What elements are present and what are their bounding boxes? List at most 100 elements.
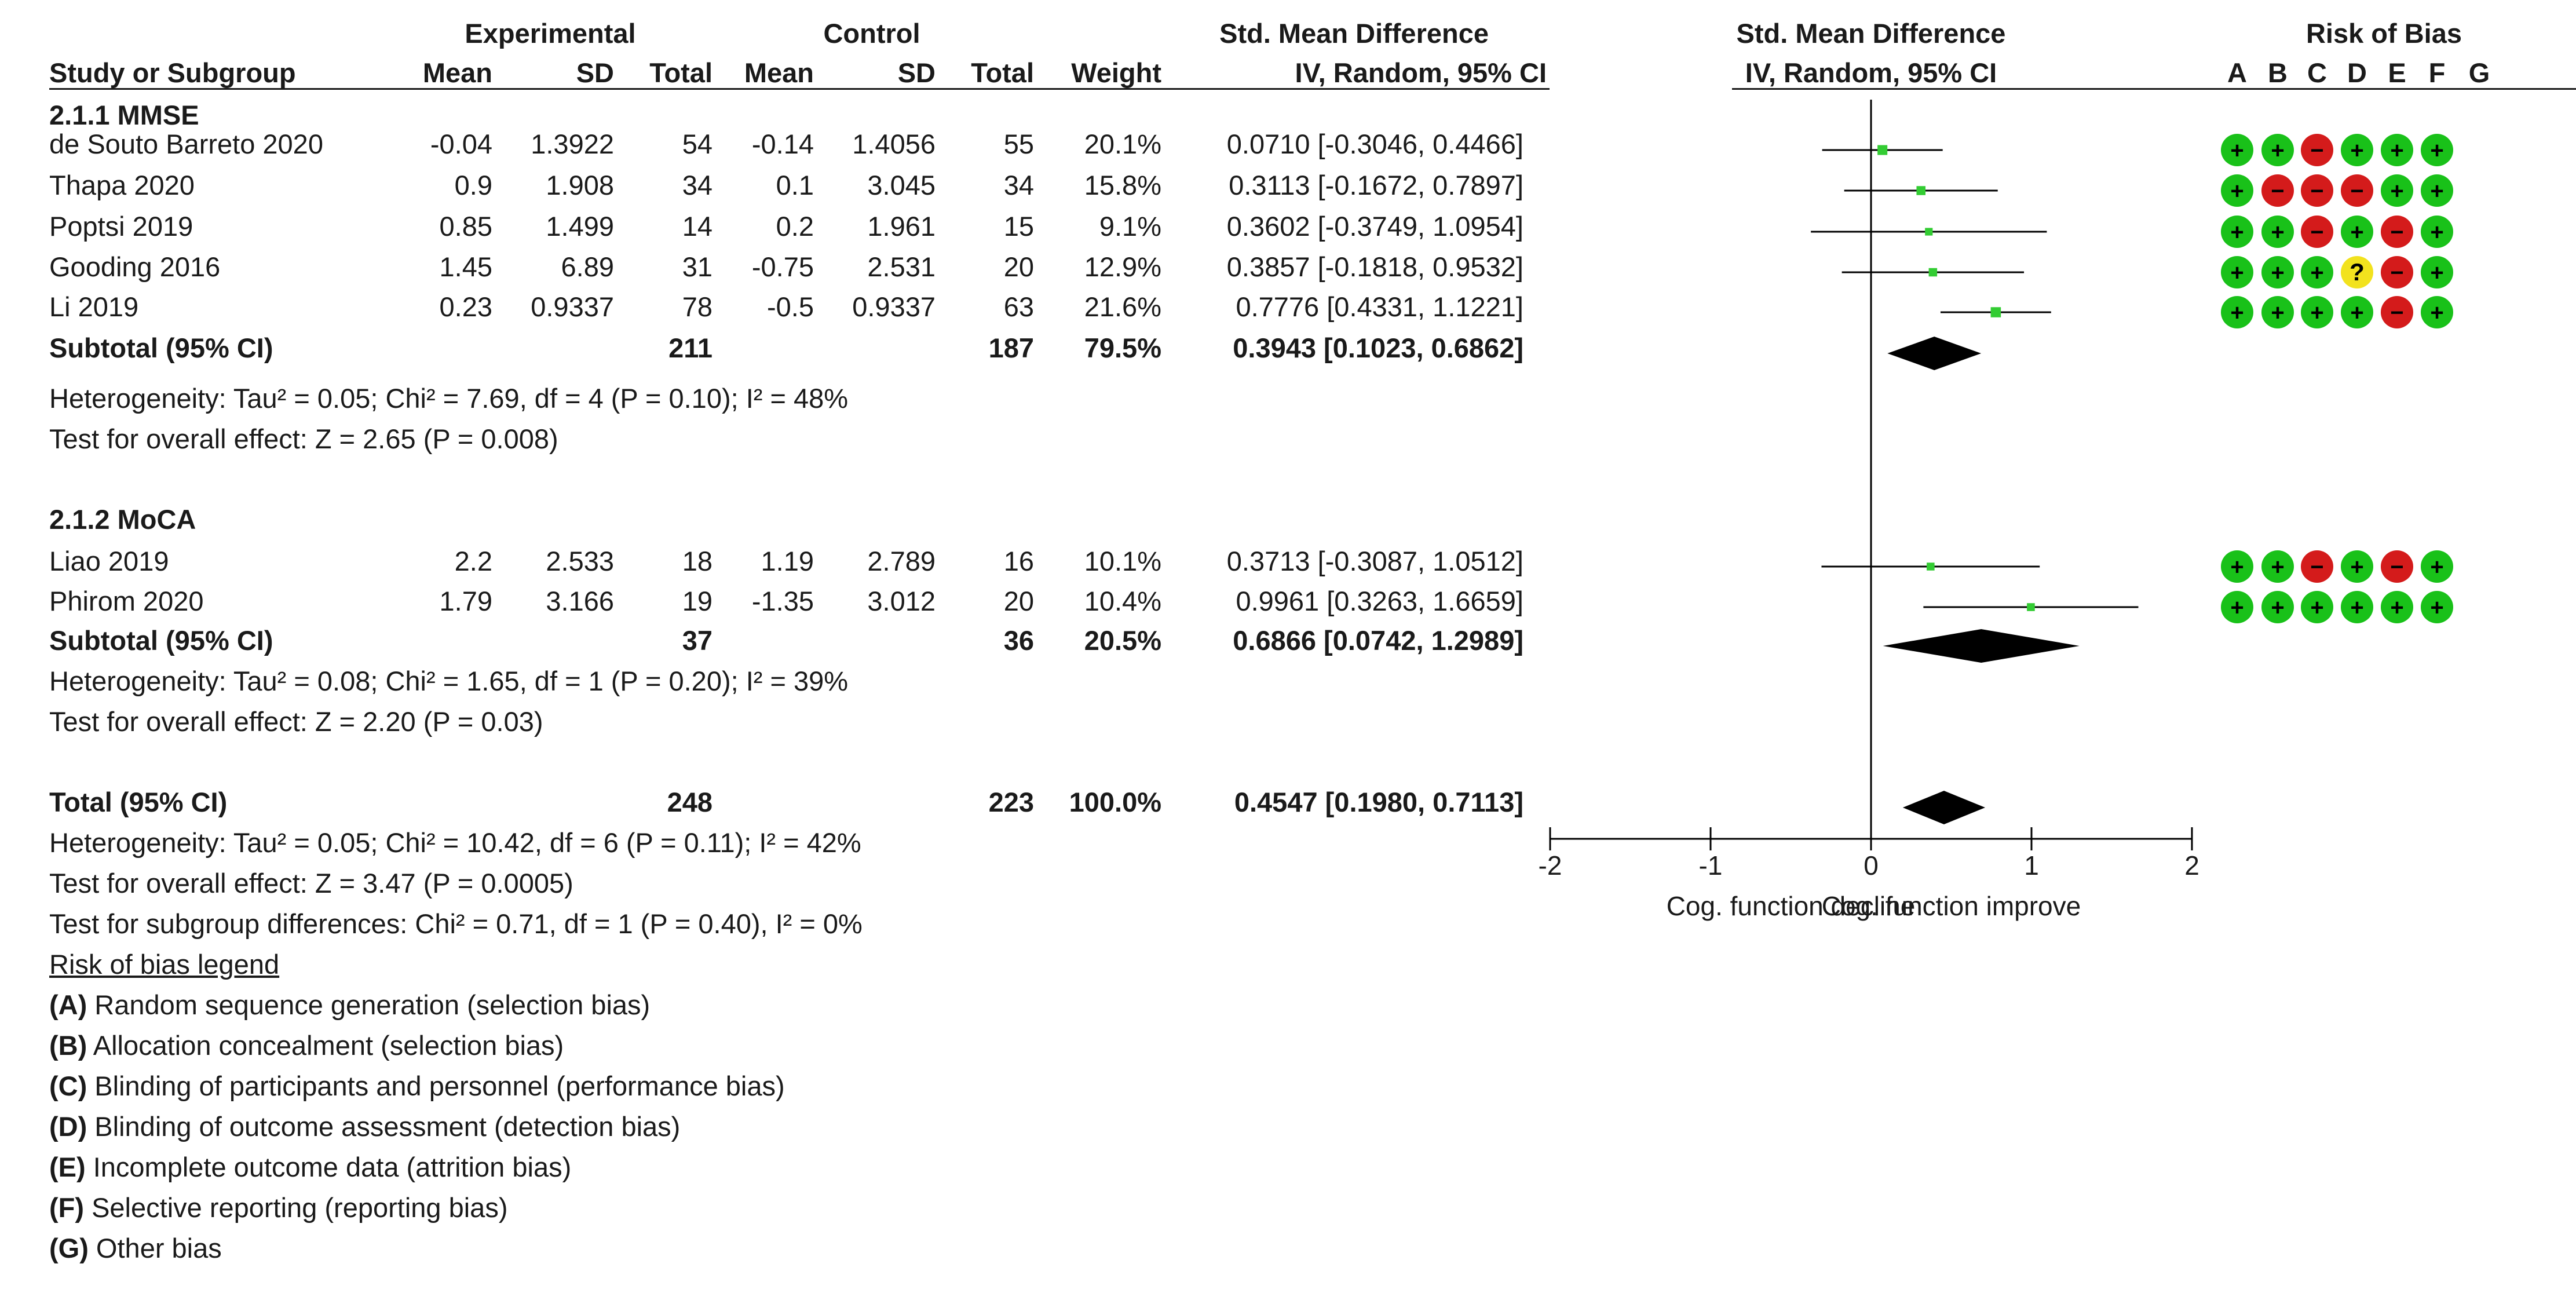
legend-key: (E) — [49, 1152, 86, 1182]
exp-sd-header: SD — [576, 57, 614, 88]
legend-item: (B) Allocation concealment (selection bi… — [49, 1029, 564, 1062]
rob-circle — [2221, 550, 2253, 583]
plot-title: Std. Mean Difference — [1736, 18, 2006, 49]
rob-symbol: + — [2430, 300, 2443, 326]
ctl-mean-value: -0.75 — [751, 251, 814, 282]
rob-symbol: + — [2230, 260, 2244, 286]
ctl-mean-value: -1.35 — [751, 586, 814, 616]
rob-circle — [2381, 216, 2413, 248]
smd-ci-header: IV, Random, 95% CI — [1295, 57, 1547, 88]
heterogeneity-total: Heterogeneity: Tau² = 0.05; Chi² = 10.42… — [49, 827, 861, 858]
legend-key: (C) — [49, 1071, 87, 1101]
effect-square — [1925, 228, 1933, 236]
rob-symbol: + — [2390, 178, 2403, 204]
subtotal-ctl-n: 36 — [1003, 625, 1034, 656]
total-exp-n: 248 — [667, 787, 712, 817]
rob-symbol: − — [2390, 260, 2403, 286]
weight-value: 21.6% — [1084, 291, 1161, 322]
weight-value: 10.4% — [1084, 586, 1161, 616]
rob-circle — [2221, 591, 2253, 623]
rob-symbol: − — [2390, 300, 2403, 326]
header-rule-right — [1732, 88, 2576, 90]
subtotal-weight: 79.5% — [1084, 333, 1161, 363]
smd-ci-value: 0.3857 [-0.1818, 0.9532] — [1226, 251, 1523, 282]
effect-square — [1927, 563, 1935, 571]
rob-symbol: + — [2230, 220, 2244, 245]
study-name: Thapa 2020 — [49, 170, 195, 200]
study-name: Gooding 2016 — [49, 251, 221, 282]
x-tick-label: -1 — [1699, 850, 1723, 881]
exp-total-value: 78 — [682, 291, 712, 322]
ctl-total-value: 34 — [1003, 170, 1034, 200]
pooled-diamond — [1902, 791, 1986, 824]
study-name: Li 2019 — [49, 291, 139, 322]
overall-effect-moca: Test for overall effect: Z = 2.20 (P = 0… — [49, 706, 543, 737]
effect-square — [1877, 145, 1888, 155]
ctl-mean-value: -0.14 — [751, 129, 814, 159]
legend-item: (C) Blinding of participants and personn… — [49, 1070, 785, 1102]
rob-circle — [2341, 591, 2373, 623]
exp-mean-value: 0.23 — [439, 291, 492, 322]
exp-total-value: 18 — [682, 546, 712, 576]
study-name: Poptsi 2019 — [49, 211, 193, 242]
rob-letter: E — [2388, 57, 2406, 88]
subtotal-ci: 0.3943 [0.1023, 0.6862] — [1233, 333, 1523, 363]
legend-item: (D) Blinding of outcome assessment (dete… — [49, 1111, 680, 1143]
exp-total-value: 14 — [682, 211, 712, 242]
total-weight: 100.0% — [1069, 787, 1161, 817]
rob-circle — [2341, 174, 2373, 207]
rob-symbol: + — [2430, 138, 2443, 163]
legend-title: Risk of bias legend — [49, 949, 280, 980]
exp-sd-value: 3.166 — [546, 586, 614, 616]
rob-symbol: + — [2230, 300, 2244, 326]
overall-effect-mmse: Test for overall effect: Z = 2.65 (P = 0… — [49, 423, 558, 454]
ctl-sd-value: 2.789 — [867, 546, 936, 576]
rob-symbol: + — [2310, 260, 2323, 286]
ctl-sd-value: 3.012 — [867, 586, 936, 616]
study-name: de Souto Barreto 2020 — [49, 129, 323, 159]
rob-circle — [2421, 591, 2453, 623]
rob-symbol: + — [2230, 554, 2244, 580]
rob-symbol: − — [2271, 178, 2284, 204]
legend-key: (D) — [49, 1111, 87, 1142]
rob-circle — [2421, 256, 2453, 288]
rob-symbol: + — [2350, 220, 2363, 245]
exp-total-value: 19 — [682, 586, 712, 616]
subtotal-exp-n: 37 — [682, 625, 712, 656]
x-tick-label: 1 — [2024, 850, 2039, 881]
rob-symbol: + — [2390, 138, 2403, 163]
subtotal-label: Subtotal (95% CI) — [49, 625, 273, 656]
rob-circle — [2421, 550, 2453, 583]
x-tick-label: 2 — [2184, 850, 2199, 881]
legend-text: Other bias — [88, 1233, 222, 1263]
rob-circle — [2421, 174, 2453, 207]
rob-symbol: + — [2350, 595, 2363, 620]
rob-circle — [2341, 216, 2373, 248]
rob-symbol: − — [2310, 220, 2323, 245]
subtotal-weight: 20.5% — [1084, 625, 1161, 656]
effect-square — [2027, 603, 2035, 611]
weight-value: 10.1% — [1084, 546, 1161, 576]
legend-text: Random sequence generation (selection bi… — [87, 989, 651, 1020]
x-label-improve: Cog. function improve — [1822, 891, 2081, 921]
exp-mean-value: 1.79 — [439, 586, 492, 616]
subgroup-differences: Test for subgroup differences: Chi² = 0.… — [49, 908, 863, 939]
rob-symbol: − — [2310, 178, 2323, 204]
legend-key: (F) — [49, 1192, 85, 1223]
rob-symbol: + — [2310, 595, 2323, 620]
rob-circle — [2301, 174, 2333, 207]
rob-circle — [2261, 256, 2294, 288]
rob-symbol: + — [2350, 138, 2363, 163]
smd-ci-value: 0.3602 [-0.3749, 1.0954] — [1226, 211, 1523, 242]
exp-mean-value: 0.9 — [454, 170, 492, 200]
exp-mean-value: 0.85 — [439, 211, 492, 242]
plot-subtitle: IV, Random, 95% CI — [1745, 57, 1997, 88]
rob-symbol: + — [2350, 554, 2363, 580]
ctl-total-value: 20 — [1003, 586, 1034, 616]
control-group-header: Control — [823, 18, 920, 49]
subgroup-title-mmse: 2.1.1 MMSE — [49, 100, 199, 130]
rob-circle — [2381, 174, 2413, 207]
weight-header: Weight — [1071, 57, 1161, 88]
ctl-sd-value: 0.9337 — [852, 291, 936, 322]
